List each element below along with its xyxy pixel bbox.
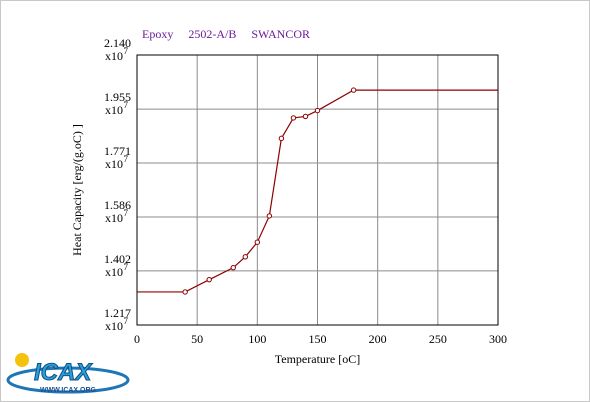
y-tick-scale: x10 bbox=[105, 265, 123, 279]
data-point bbox=[266, 213, 273, 219]
y-tick-label: 1.217 bbox=[104, 306, 131, 320]
data-point bbox=[182, 289, 188, 295]
y-tick-label: 2.140 bbox=[104, 36, 131, 50]
x-tick-label: 250 bbox=[429, 332, 447, 346]
x-tick-label: 200 bbox=[369, 332, 387, 346]
y-tick-label: 1.402 bbox=[104, 252, 131, 266]
y-tick-exponent: 7 bbox=[124, 154, 129, 164]
chart-title: Epoxy 2502-A/B SWANCOR bbox=[142, 27, 322, 42]
y-tick-scale: x10 bbox=[105, 157, 123, 171]
data-point bbox=[254, 239, 261, 245]
x-tick-label: 0 bbox=[134, 332, 140, 346]
data-point bbox=[206, 276, 212, 283]
y-tick-exponent: 7 bbox=[124, 208, 129, 218]
logo-wordmark: ICAX bbox=[34, 359, 93, 386]
icax-logo: ICAX WWW.ICAX.ORG bbox=[6, 353, 130, 394]
plot-border bbox=[136, 54, 499, 326]
y-tick-exponent: 7 bbox=[124, 316, 129, 326]
logo-url: WWW.ICAX.ORG bbox=[40, 387, 97, 394]
y-tick-scale: x10 bbox=[105, 211, 123, 225]
data-point bbox=[314, 107, 321, 114]
y-tick-exponent: 7 bbox=[124, 262, 129, 272]
data-point bbox=[350, 87, 357, 93]
y-tick-scale: x10 bbox=[105, 103, 123, 117]
x-tick-label: 50 bbox=[191, 332, 203, 346]
y-tick-scale: x10 bbox=[105, 319, 123, 333]
y-tick-label: 1.771 bbox=[104, 144, 131, 158]
title-maker: SWANCOR bbox=[251, 27, 311, 41]
title-material: Epoxy bbox=[142, 27, 174, 41]
data-point bbox=[302, 113, 309, 120]
y-tick-label: 1.955 bbox=[104, 90, 131, 104]
data-point bbox=[278, 135, 285, 142]
x-tick-label: 300 bbox=[489, 332, 507, 346]
y-tick-exponent: 7 bbox=[124, 100, 129, 110]
y-tick-label: 1.586 bbox=[104, 198, 131, 212]
x-tick-label: 100 bbox=[248, 332, 266, 346]
x-axis-label: Temperature [oC] bbox=[275, 352, 360, 366]
data-point bbox=[230, 264, 236, 271]
title-grade: 2502-A/B bbox=[188, 27, 237, 41]
y-tick-scale: x10 bbox=[105, 49, 123, 63]
y-tick-exponent: 7 bbox=[124, 46, 129, 56]
data-point bbox=[290, 115, 297, 121]
x-tick-label: 150 bbox=[309, 332, 327, 346]
y-axis-label: Heat Capacity [erg/(g.oC) ] bbox=[70, 124, 84, 256]
data-point bbox=[242, 254, 249, 260]
